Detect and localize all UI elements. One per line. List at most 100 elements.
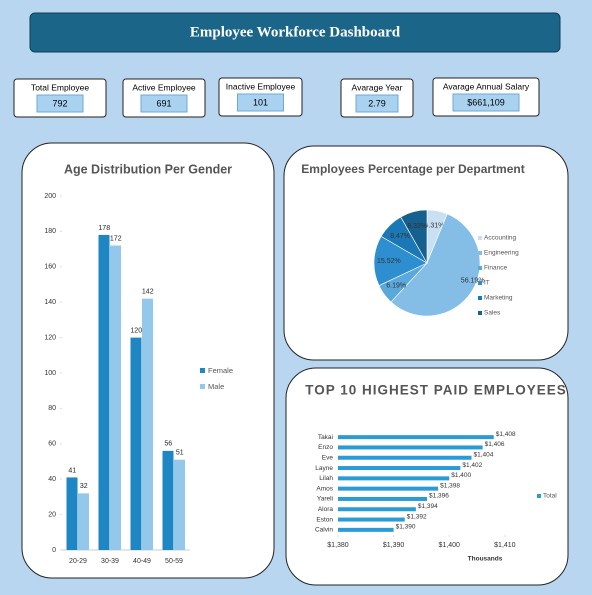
bar [338, 476, 450, 481]
data-label: $1,390 [396, 524, 416, 531]
kpi-value-box [36, 94, 84, 113]
y-tick-label: 40 [48, 476, 56, 483]
legend-swatch [478, 266, 482, 270]
data-label: $1,398 [440, 482, 460, 489]
data-label: 178 [98, 225, 110, 232]
y-tick-label: Amos [316, 485, 333, 492]
data-label: $1,396 [429, 493, 449, 500]
y-tick-label: 160 [44, 264, 56, 271]
kpi-value: 691 [156, 98, 171, 108]
legend-swatch [478, 296, 482, 300]
x-tick-label: $1,400 [439, 542, 461, 549]
kpi-value: 2.79 [368, 98, 386, 108]
y-tick-label: Yareli [317, 496, 333, 503]
x-tick-label: 50-59 [165, 558, 183, 565]
bar [66, 477, 78, 550]
data-label: 6.31% [425, 222, 445, 229]
pie-slice [373, 235, 428, 286]
y-tick-label: Alora [318, 506, 334, 513]
kpi-label: Inactive Employee [226, 81, 296, 91]
y-tick-label: 100 [44, 370, 56, 377]
legend-label: Total [543, 493, 557, 500]
dashboard-title: Employee Workforce Dashboard [190, 24, 401, 40]
bar [338, 507, 416, 512]
legend-label: Marketing [484, 295, 513, 302]
bar [338, 435, 494, 440]
legend-swatch [478, 236, 482, 240]
x-tick-label: $1,410 [494, 542, 516, 549]
data-label: 8.47% [390, 233, 410, 240]
y-tick-label: Takai [318, 434, 333, 441]
bar [338, 527, 394, 532]
y-tick-label: Layne [315, 465, 333, 472]
y-tick-label: Eston [316, 516, 333, 523]
kpi-value: 101 [253, 97, 268, 107]
bar [130, 337, 142, 550]
bar [338, 517, 405, 522]
kpi-value-box [452, 93, 520, 112]
bar [142, 298, 153, 550]
kpi-label: Active Employee [132, 82, 196, 92]
legend-label: Finance [484, 265, 508, 272]
kpi-value-box [355, 94, 399, 113]
bar [78, 493, 89, 550]
data-label: $1,392 [407, 513, 427, 520]
bar [110, 245, 121, 550]
kpi-value: 792 [52, 98, 67, 108]
y-tick-label: 0 [52, 547, 56, 554]
y-tick-label: 180 [44, 228, 56, 235]
y-tick-label: Enzo [318, 444, 333, 451]
legend-swatch [537, 494, 541, 498]
data-label: $1,404 [474, 451, 494, 458]
title-banner [29, 12, 561, 53]
legend-swatch [200, 384, 205, 389]
y-tick-label: Calvin [315, 527, 333, 534]
x-tick-label: 30-39 [101, 558, 119, 565]
kpi-label: Total Employee [31, 82, 89, 92]
y-tick-label: 60 [48, 441, 56, 448]
data-label: 172 [110, 235, 122, 242]
legend-label: IT [484, 280, 490, 287]
data-label: $1,394 [418, 503, 438, 510]
y-tick-label: 200 [44, 193, 56, 200]
kpi-value: $661,109 [467, 97, 505, 107]
legend-swatch [478, 251, 482, 255]
data-label: 56 [164, 441, 172, 448]
data-label: 8.33% [407, 223, 427, 230]
data-label: $1,402 [462, 462, 482, 469]
chart-title: Age Distribution Per Gender [64, 162, 232, 176]
legend-swatch [200, 368, 205, 373]
bar [174, 459, 185, 550]
kpi-label: Avarage Annual Salary [443, 81, 530, 91]
chart-title: TOP 10 HIGHEST PAID EMPLOYEES [305, 383, 567, 398]
data-label: 142 [142, 289, 154, 296]
data-label: $1,406 [485, 441, 505, 448]
kpi-value-box [237, 93, 284, 112]
x-axis-label: Thousands [468, 556, 503, 563]
y-tick-label: Lilah [319, 475, 333, 482]
data-label: 15.52% [377, 258, 401, 265]
bar [338, 486, 439, 491]
legend-swatch [478, 311, 482, 315]
legend-label: Sales [484, 310, 501, 317]
x-tick-label: 20-29 [69, 558, 87, 565]
bar [338, 445, 483, 450]
y-tick-label: 120 [44, 334, 56, 341]
y-tick-label: Eve [322, 454, 334, 461]
bar [338, 496, 427, 501]
kpi-value-box [140, 94, 188, 113]
data-label: 32 [80, 483, 88, 490]
kpi-label: Avarage Year [352, 82, 403, 92]
data-label: 120 [130, 327, 142, 334]
y-tick-label: 20 [48, 511, 56, 518]
bar [338, 466, 461, 471]
data-label: $1,400 [451, 472, 471, 479]
chart-title: Employees Percentage per Department [301, 162, 524, 176]
x-tick-label: $1,380 [327, 542, 349, 549]
y-tick-label: 140 [44, 299, 56, 306]
bar [162, 450, 174, 550]
legend-label: Engineering [484, 250, 519, 257]
legend-label: Accounting [484, 235, 517, 242]
